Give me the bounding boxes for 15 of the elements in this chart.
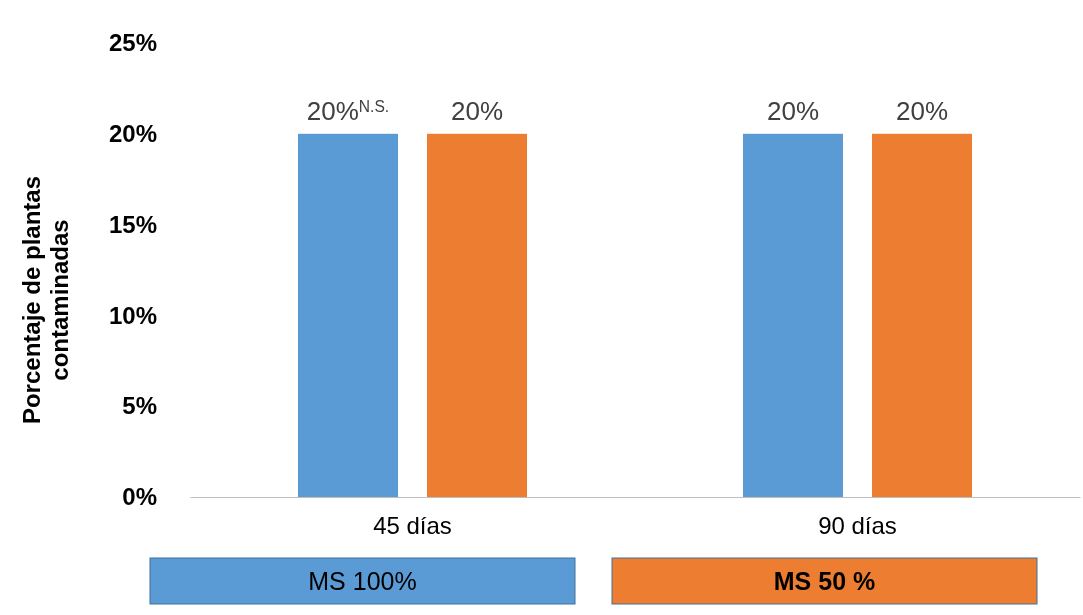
y-tick-label: 15% <box>108 210 157 238</box>
y-axis-title: Porcentaje de plantas contaminadas <box>18 175 73 425</box>
y-tick-label: 25% <box>108 29 157 57</box>
data-label: 20% <box>895 95 949 126</box>
text: MS 50 % <box>773 567 876 595</box>
data-label: 20% <box>766 95 820 126</box>
y-tick-label: 10% <box>108 301 157 329</box>
y-tick-label: 20% <box>108 119 157 147</box>
text: MS 100% <box>308 567 417 595</box>
x-tick-label: 45 días <box>373 512 452 540</box>
x-tick-label: 90 días <box>818 512 897 540</box>
data-label: 20%$^{N.S.}$ <box>306 95 390 126</box>
y-tick-label: 5% <box>122 392 157 420</box>
data-label: 20% <box>450 95 504 126</box>
y-tick-label: 0% <box>122 483 157 511</box>
